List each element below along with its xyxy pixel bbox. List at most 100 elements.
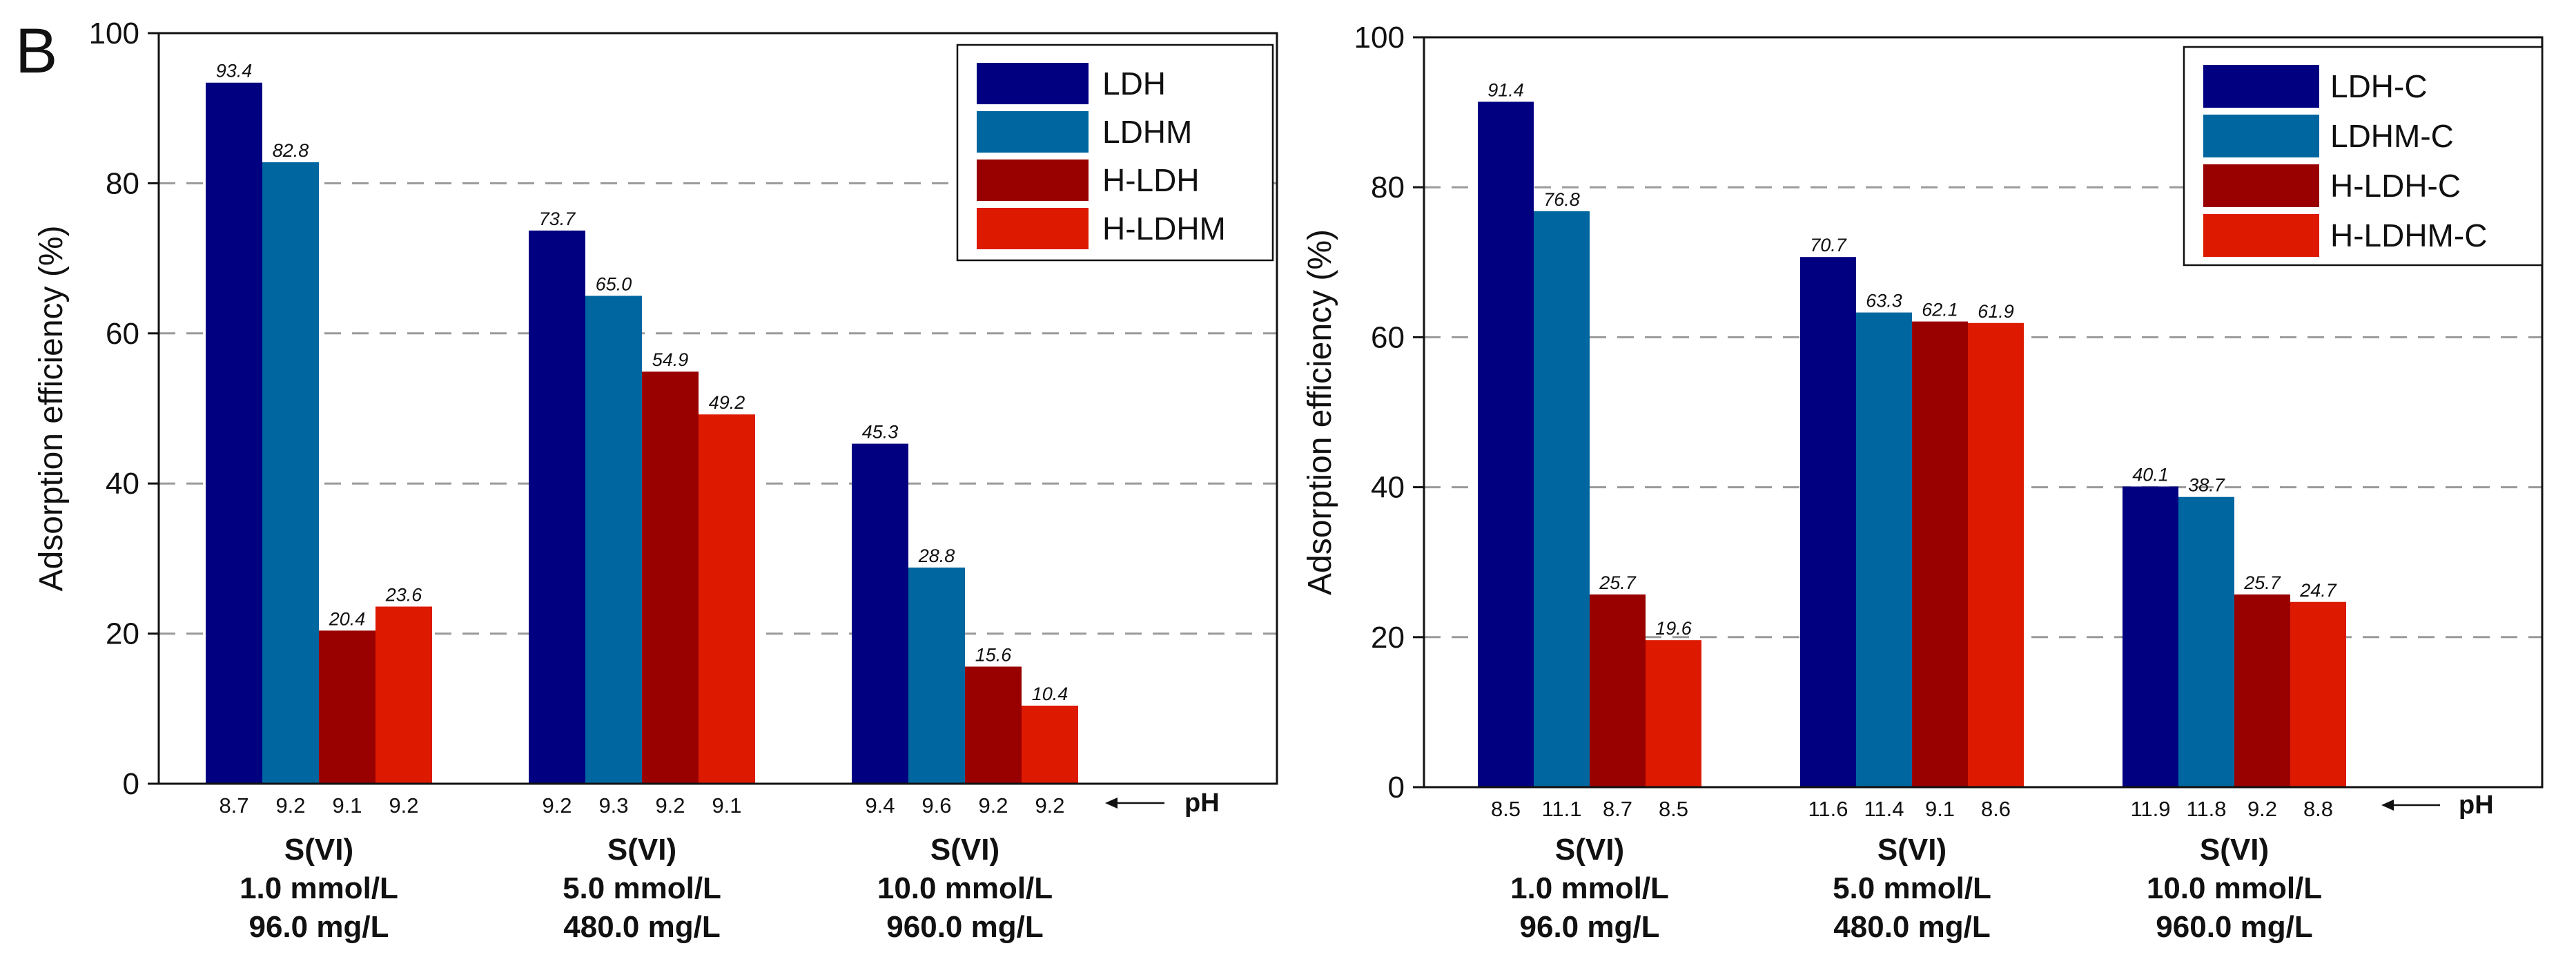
ph-tick-label: 9.1 [1925, 797, 1955, 821]
category-label: 10.0 mmol/L [2147, 871, 2322, 905]
bar-h-ldh [642, 371, 699, 784]
data-label: 82.8 [273, 140, 309, 161]
ph-tick-label: 9.2 [655, 793, 685, 818]
category-label: 10.0 mmol/L [877, 871, 1053, 905]
bar-ldh [529, 230, 585, 784]
data-label: 65.0 [596, 273, 632, 294]
ph-tick-label: 8.8 [2303, 797, 2333, 821]
category-label: 1.0 mmol/L [240, 871, 398, 905]
data-label: 93.4 [216, 61, 253, 81]
ph-tick-label: 9.4 [865, 793, 895, 818]
y-tick-label: 80 [1371, 171, 1405, 204]
legend-label: H-LDHM [1102, 211, 1226, 247]
bar-ldhm-c [1856, 312, 1912, 787]
data-label: 25.7 [1599, 572, 1637, 593]
data-label: 63.3 [1866, 291, 1902, 311]
data-label: 23.6 [385, 584, 423, 605]
ph-label: pH [1184, 789, 1220, 818]
bar-ldhm [908, 567, 965, 784]
bar-h-ldh [965, 666, 1022, 784]
legend-swatch [2203, 214, 2319, 257]
legend-label: H-LDHM-C [2330, 218, 2487, 253]
ph-tick-label: 11.8 [2186, 797, 2226, 821]
legend-swatch [977, 111, 1089, 153]
ph-tick-label: 11.6 [1808, 797, 1848, 821]
bar-ldhm [262, 162, 319, 784]
ph-tick-label: 8.7 [219, 793, 248, 818]
ph-label: pH [2459, 791, 2494, 820]
bar-h-ldhm [699, 414, 755, 784]
data-label: 28.8 [918, 545, 955, 566]
plot-frame [157, 32, 1278, 785]
data-label: 49.2 [709, 392, 745, 413]
category-label: 96.0 mg/L [249, 910, 389, 944]
data-label: 54.9 [652, 349, 689, 370]
ph-tick-label: 11.9 [2130, 797, 2170, 821]
category-label: 5.0 mmol/L [1833, 871, 1991, 905]
data-label: 20.4 [329, 608, 366, 629]
bar-ldhm-c [2178, 496, 2234, 787]
category-label: 5.0 mmol/L [563, 871, 721, 905]
y-tick-label: 20 [106, 617, 139, 651]
ph-tick-label: 8.7 [1603, 797, 1632, 821]
y-tick-label: 0 [1388, 771, 1405, 804]
bar-ldh [852, 443, 908, 784]
data-label: 91.4 [1487, 79, 1524, 100]
ph-tick-label: 11.1 [1541, 797, 1581, 821]
legend-label: LDHM [1102, 114, 1192, 150]
ph-tick-label: 9.2 [978, 793, 1008, 818]
y-axis-label: Adsorption efficiency (%) [33, 225, 70, 591]
ph-tick-label: 11.4 [1864, 797, 1904, 821]
data-label: 38.7 [2188, 475, 2225, 496]
bar-h-ldh-c [1590, 594, 1646, 787]
legend-label: LDH [1102, 66, 1166, 102]
data-label: 45.3 [862, 422, 899, 443]
legend-swatch [2203, 115, 2319, 157]
category-label: 96.0 mg/L [1520, 910, 1660, 944]
y-tick-label: 40 [1371, 471, 1405, 505]
bar-h-ldh-c [2234, 594, 2290, 787]
bar-ldhm [585, 296, 642, 784]
panel-letter: B [15, 16, 58, 86]
ph-tick-label: 9.2 [2247, 797, 2277, 821]
legend-label: H-LDH-C [2330, 168, 2461, 204]
ph-tick-label: 9.2 [275, 793, 305, 818]
bar-ldh-c [2123, 486, 2178, 787]
y-tick-label: 100 [89, 17, 139, 50]
y-tick-label: 100 [1354, 21, 1405, 55]
data-label: 24.7 [2299, 580, 2337, 601]
ph-tick-label: 9.2 [389, 793, 418, 818]
legend-label: H-LDH [1102, 162, 1200, 198]
bar-h-ldhm-c [2290, 601, 2346, 787]
ph-tick-label: 9.2 [542, 793, 572, 818]
y-tick-label: 0 [123, 767, 139, 801]
data-label: 10.4 [1032, 684, 1069, 704]
ph-tick-label: 8.6 [1981, 797, 2011, 821]
data-label: 25.7 [2243, 572, 2281, 593]
plot-frame [1423, 36, 2544, 789]
ph-tick-label: 8.5 [1491, 797, 1521, 821]
category-label: S(VI) [2200, 833, 2269, 867]
data-label: 40.1 [2132, 465, 2169, 485]
category-label: S(VI) [284, 833, 353, 867]
legend-swatch [2203, 65, 2319, 108]
legend-swatch [977, 63, 1089, 104]
bar-ldh-c [1478, 102, 1534, 787]
ph-arrow-head [1105, 798, 1118, 809]
bar-h-ldhm-c [1646, 640, 1701, 787]
ph-tick-label: 9.1 [332, 793, 362, 818]
bar-ldhm-c [1534, 211, 1590, 787]
category-label: 480.0 mg/L [1833, 910, 1990, 944]
legend-swatch [977, 160, 1089, 201]
legend-label: LDH-C [2330, 68, 2428, 104]
category-label: S(VI) [607, 833, 676, 867]
bar-h-ldh-c [1912, 321, 1968, 787]
bar-ldh-c [1800, 257, 1856, 787]
data-label: 70.7 [1810, 235, 1847, 255]
category-label: S(VI) [1555, 833, 1624, 867]
legend-swatch [2203, 164, 2319, 207]
data-label: 73.7 [539, 209, 576, 229]
bar-h-ldhm [375, 606, 432, 784]
